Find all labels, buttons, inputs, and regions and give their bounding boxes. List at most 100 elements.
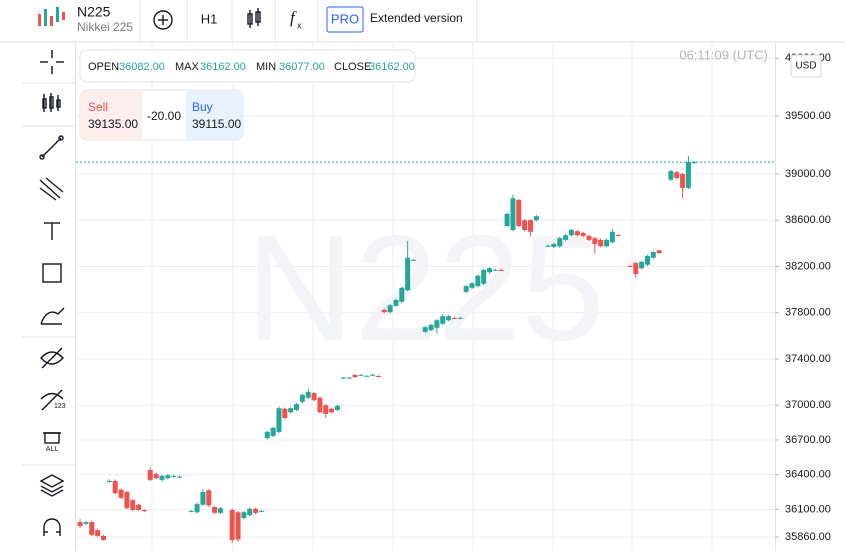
candle-body [165,475,171,479]
buy-label[interactable]: Buy [192,100,213,114]
candle-body [563,235,569,240]
brush-tool[interactable] [40,307,65,325]
candle-body [364,375,370,377]
candle-body [136,504,142,510]
magnet-tool[interactable] [43,518,61,536]
candle-body [235,512,241,540]
candle-body [668,171,674,180]
y-tick-label: 35860.00 [785,531,831,543]
y-tick-label: 38200.00 [785,260,831,272]
extended-version[interactable]: Extended version [370,11,463,25]
candle-body [656,250,662,254]
candle-body [294,404,300,410]
candles [76,156,775,543]
add-symbol-button[interactable] [153,10,173,30]
pro-label[interactable]: PRO [331,11,359,26]
candle-body [492,269,498,271]
candle-body [381,309,387,313]
candle-body [370,374,376,376]
candle-body [428,324,434,331]
candle-body [527,220,533,232]
candle-body [171,475,177,477]
candle-body [147,470,153,480]
chart-type-button[interactable] [247,8,261,28]
y-tick-label: 38600.00 [785,214,831,226]
candle-body [305,391,311,398]
candle-body [586,235,592,240]
candle-body [100,535,106,541]
price-axis: 35860.00 36100.00 36400.00 36700.00 37000.00… [775,52,831,543]
symbol[interactable]: N225 [77,4,111,20]
candle-body [95,530,101,536]
candle-body [574,231,580,236]
fib-tool[interactable] [39,177,64,201]
layers-tool[interactable] [39,474,65,497]
crosshair-tool[interactable] [40,50,64,74]
ohlc-panel [79,49,416,83]
pro-badge[interactable] [326,6,364,33]
candle-body [609,231,615,243]
candle-body [422,327,428,332]
candle-body [504,213,510,227]
sell-label[interactable]: Sell [88,100,108,114]
symbol-name: Nikkei 225 [77,20,133,34]
candle-body [440,316,446,324]
buy-price[interactable]: 39115.00 [192,117,241,131]
candle-body [434,320,440,328]
min-label: MIN [256,61,276,73]
sell-price[interactable]: 39135.00 [88,117,138,131]
candle-body [510,198,516,231]
clock: 06:11:09 (UTC) [679,47,768,62]
candle-body [118,489,124,498]
buy-button[interactable] [186,90,243,140]
hide-indicators-tool[interactable]: 123 [40,389,66,411]
y-tick-label: 37800.00 [785,307,831,319]
max-label: MAX [175,61,200,73]
candle-body [387,305,393,313]
candle-body [159,475,165,480]
open-value: 36082.00 [119,61,165,73]
y-tick-label: 36700.00 [785,434,831,446]
candle-body [691,162,697,164]
candle-body [212,507,218,513]
candle-body [674,172,680,179]
y-tick-label: 39500.00 [785,110,831,122]
candle-body [200,492,206,505]
candle-body [112,481,118,494]
candle-body [311,393,317,401]
top-toolbar [0,0,845,42]
currency-badge[interactable] [790,54,822,78]
candle-body [340,377,346,379]
candle-body [463,286,469,292]
hide-drawings-tool[interactable] [40,347,64,369]
candle-body [639,261,645,269]
candle-body [253,508,259,513]
y-tick-label: 36100.00 [785,503,831,515]
candle-body [264,431,270,439]
sell-button[interactable] [80,90,142,140]
timeframe-button[interactable]: H1 [201,11,218,26]
trend-line-tool[interactable] [39,135,64,160]
text-tool[interactable] [44,222,60,240]
candle-body [598,239,604,247]
svg-text:ALL: ALL [46,446,59,453]
candle-body [411,259,417,261]
candle-body [457,317,463,319]
currency[interactable]: USD [795,61,816,72]
rectangle-tool[interactable] [42,263,62,283]
remove-all-tool[interactable]: ALL [43,432,61,453]
candles-tool[interactable] [42,93,61,112]
close-value: 36162.00 [369,61,415,73]
candle-body [229,509,235,541]
candle-body [545,245,551,247]
candle-body [627,265,633,267]
candle-body [258,510,264,512]
candle-body [247,508,253,516]
candle-body [317,397,323,413]
watermark: N225 [246,204,605,372]
spread: -20.00 [147,109,181,123]
candle-body [475,275,481,287]
candle-body [399,287,405,302]
